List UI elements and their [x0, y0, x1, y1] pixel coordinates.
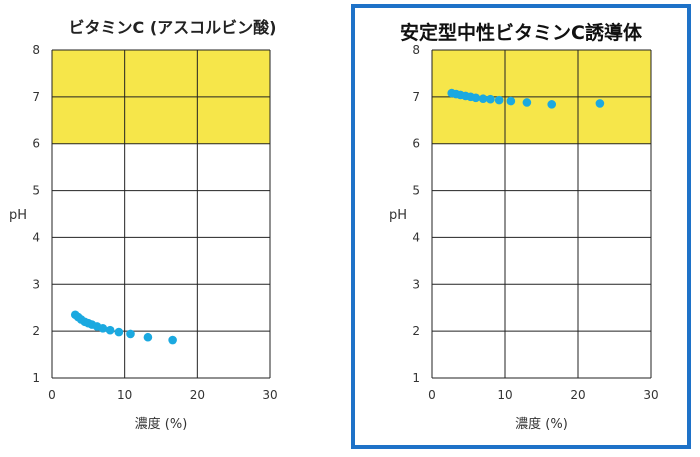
y-tick-label: 8: [412, 43, 420, 57]
data-point: [471, 93, 481, 103]
chart-title: ビタミンC (アスコルビン酸): [68, 18, 277, 37]
data-point: [486, 94, 495, 104]
y-tick-label: 1: [412, 371, 420, 385]
ph-scatter-chart-derivative: 1 2 3 4 5 6 7 8 0 10 20 30 pH 濃度 (%): [389, 43, 659, 432]
y-tick-label: 6: [32, 137, 40, 151]
y-tick-label: 2: [32, 324, 40, 338]
y-tick-label: 2: [412, 324, 420, 338]
data-point: [506, 96, 516, 106]
data-point: [478, 94, 488, 104]
y-tick-label: 4: [412, 230, 420, 244]
x-tick-label: 20: [570, 388, 585, 402]
data-point: [494, 95, 504, 105]
ph-scatter-chart-ascorbic: 1 2 3 4 5 6 7 8 0 10 20 30 pH 濃度 (%): [9, 43, 278, 432]
data-point: [595, 99, 605, 108]
y-tick-label: 4: [32, 230, 40, 244]
x-tick-label: 10: [117, 388, 132, 402]
data-point: [143, 332, 153, 342]
chart-panel-neutral-derivative: 安定型中性ビタミンC誘導体 1 2 3 4 5 6 7 8 0 10 20 30 pH 濃度 (%): [351, 4, 691, 449]
x-tick-label: 0: [48, 388, 56, 402]
x-tick-label: 30: [262, 388, 277, 402]
y-tick-label: 6: [412, 137, 420, 151]
y-axis-label: pH: [9, 208, 27, 223]
y-tick-label: 1: [32, 371, 40, 385]
y-tick-label: 7: [32, 90, 40, 104]
x-tick-label: 20: [190, 388, 205, 402]
y-tick-label: 3: [32, 277, 40, 291]
chart-title: 安定型中性ビタミンC誘導体: [400, 22, 642, 44]
x-tick-label: 10: [497, 388, 512, 402]
x-tick-label: 0: [428, 388, 436, 402]
data-point: [547, 100, 557, 109]
chart-panel-ascorbic-acid: ビタミンC (アスコルビン酸) 1 2 3 4 5 6 7 8 0 10 20 30 pH 濃度 (%): [0, 0, 345, 457]
data-point: [522, 98, 532, 107]
y-tick-label: 5: [412, 184, 420, 198]
y-tick-label: 7: [412, 90, 420, 104]
y-tick-label: 8: [32, 43, 40, 57]
data-point: [105, 325, 115, 335]
x-tick-label: 30: [643, 388, 658, 402]
y-tick-label: 3: [412, 277, 420, 291]
data-point: [114, 327, 124, 337]
x-axis-label: 濃度 (%): [135, 416, 188, 432]
data-point: [126, 329, 135, 339]
data-point: [168, 335, 177, 345]
x-axis-label: 濃度 (%): [515, 416, 568, 432]
data-point: [98, 324, 108, 333]
y-tick-label: 5: [32, 184, 40, 198]
y-axis-label: pH: [389, 208, 407, 223]
